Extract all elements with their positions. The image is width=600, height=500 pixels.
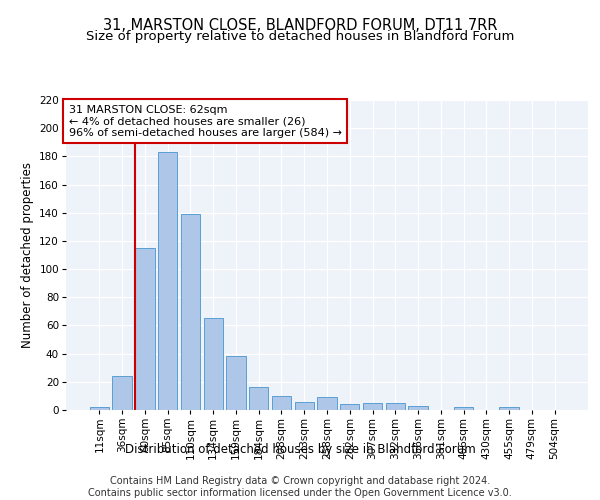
- Y-axis label: Number of detached properties: Number of detached properties: [21, 162, 34, 348]
- Bar: [90, 407, 109, 410]
- Text: Distribution of detached houses by size in Blandford Forum: Distribution of detached houses by size …: [125, 442, 475, 456]
- Bar: [181, 214, 200, 410]
- Text: 31 MARSTON CLOSE: 62sqm
← 4% of detached houses are smaller (26)
96% of semi-det: 31 MARSTON CLOSE: 62sqm ← 4% of detached…: [68, 104, 341, 138]
- Bar: [203, 318, 223, 410]
- Bar: [272, 396, 291, 410]
- Text: Size of property relative to detached houses in Blandford Forum: Size of property relative to detached ho…: [86, 30, 514, 43]
- Text: Contains HM Land Registry data © Crown copyright and database right 2024.
Contai: Contains HM Land Registry data © Crown c…: [88, 476, 512, 498]
- Bar: [158, 152, 178, 410]
- Bar: [135, 248, 155, 410]
- Bar: [409, 406, 428, 410]
- Bar: [226, 356, 245, 410]
- Bar: [340, 404, 359, 410]
- Bar: [363, 403, 382, 410]
- Text: 31, MARSTON CLOSE, BLANDFORD FORUM, DT11 7RR: 31, MARSTON CLOSE, BLANDFORD FORUM, DT11…: [103, 18, 497, 32]
- Bar: [499, 407, 519, 410]
- Bar: [317, 398, 337, 410]
- Bar: [295, 402, 314, 410]
- Bar: [112, 376, 132, 410]
- Bar: [454, 407, 473, 410]
- Bar: [386, 403, 405, 410]
- Bar: [249, 388, 268, 410]
